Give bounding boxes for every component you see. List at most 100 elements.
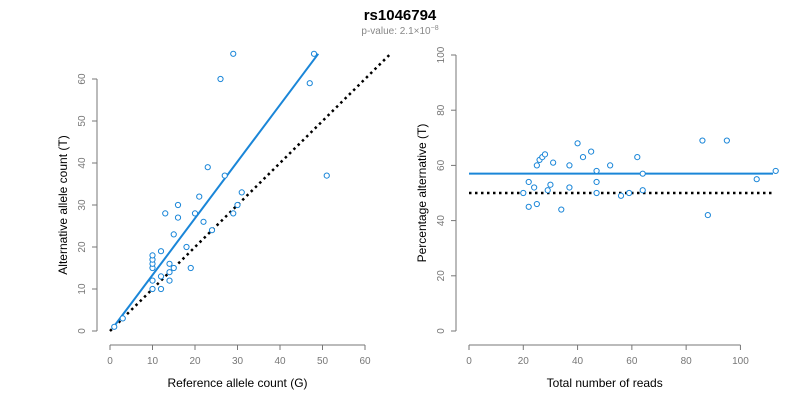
right-data-point bbox=[544, 187, 551, 194]
right-data-point bbox=[772, 167, 779, 175]
left-data-point bbox=[323, 172, 330, 179]
right-y-tick-label: 0 bbox=[436, 328, 447, 334]
left-x-tick-label: 40 bbox=[274, 356, 286, 367]
right-panel: 0 20 40 60 80 100 0 20 40 60 80 100 Total number of … bbox=[415, 46, 779, 390]
left-data-point bbox=[157, 273, 165, 280]
right-data-point bbox=[593, 178, 600, 186]
left-data-point bbox=[217, 75, 224, 83]
right-data-point bbox=[639, 170, 646, 177]
left-data-point bbox=[238, 189, 245, 196]
p-value-exponent: −8 bbox=[431, 25, 439, 32]
left-data-point bbox=[166, 260, 173, 267]
left-data-point bbox=[208, 227, 216, 234]
left-x-tick-label: 50 bbox=[317, 356, 329, 367]
right-data-point bbox=[541, 151, 549, 158]
left-data-point bbox=[187, 264, 194, 272]
left-data-point bbox=[183, 243, 190, 251]
right-x-tick-label: 60 bbox=[626, 356, 638, 367]
left-data-point bbox=[306, 80, 313, 87]
right-x-tick-label: 20 bbox=[518, 356, 530, 367]
right-data-point bbox=[593, 189, 600, 197]
right-x-tick-label: 0 bbox=[466, 356, 472, 367]
left-data-point bbox=[111, 323, 118, 330]
left-data-point bbox=[119, 315, 126, 322]
left-y-tick-label: 40 bbox=[77, 157, 88, 169]
right-data-point bbox=[593, 167, 600, 175]
left-y-tick-label: 50 bbox=[77, 115, 88, 127]
right-x-tick-label: 100 bbox=[732, 356, 749, 367]
right-data-point bbox=[704, 211, 711, 219]
left-data-point bbox=[204, 164, 211, 171]
left-data-point bbox=[166, 277, 173, 284]
chart-panels: 0 10 20 30 40 50 60 0 10 20 30 40 50 60 Reference alle… bbox=[56, 46, 779, 390]
right-data-point bbox=[699, 137, 706, 144]
left-y-tick-label: 30 bbox=[77, 199, 88, 211]
right-data-point bbox=[579, 154, 587, 161]
right-data-point bbox=[574, 140, 581, 147]
right-data-point bbox=[566, 162, 573, 169]
left-data-point bbox=[149, 252, 156, 259]
right-data-point bbox=[550, 159, 557, 166]
right-data-point bbox=[525, 178, 532, 186]
left-x-tick-label: 20 bbox=[189, 356, 201, 367]
right-y-tick-label: 80 bbox=[436, 104, 447, 116]
right-data-point bbox=[531, 184, 538, 191]
right-y-tick-label: 60 bbox=[436, 159, 447, 171]
left-y-tick-label: 10 bbox=[77, 283, 88, 295]
left-data-point bbox=[174, 201, 182, 209]
chart-title: rs1046794 bbox=[364, 7, 437, 24]
left-data-point bbox=[310, 50, 318, 57]
right-y-tick-label: 20 bbox=[436, 270, 447, 282]
right-data-point bbox=[558, 206, 565, 213]
left-data-point bbox=[191, 210, 199, 217]
left-data-point bbox=[162, 210, 169, 217]
left-data-point bbox=[157, 248, 165, 255]
left-data-point bbox=[221, 172, 228, 179]
left-data-point bbox=[196, 193, 203, 200]
right-data-point bbox=[634, 154, 641, 161]
left-fit-line bbox=[111, 53, 320, 330]
left-data-point bbox=[234, 201, 241, 209]
left-data-point bbox=[157, 285, 165, 293]
p-value-prefix: p-value: 2.1 bbox=[361, 26, 414, 37]
right-data-point bbox=[533, 162, 540, 169]
left-data-point bbox=[170, 264, 177, 272]
right-data-point bbox=[547, 181, 554, 188]
p-value-times: × bbox=[414, 26, 420, 37]
left-data-point bbox=[149, 285, 156, 293]
right-data-point bbox=[566, 184, 573, 191]
right-data-point bbox=[520, 189, 527, 197]
right-data-point bbox=[588, 148, 595, 155]
right-data-point bbox=[533, 200, 540, 208]
left-data-point bbox=[200, 218, 207, 225]
right-x-tick-label: 40 bbox=[572, 356, 584, 367]
left-x-tick-label: 30 bbox=[232, 356, 244, 367]
left-panel: 0 10 20 30 40 50 60 0 10 20 30 40 50 60 Reference alle… bbox=[56, 50, 392, 390]
right-data-point bbox=[607, 162, 614, 169]
left-data-point bbox=[166, 269, 173, 276]
right-data-point bbox=[525, 203, 532, 210]
right-y-tick-label: 40 bbox=[436, 215, 447, 227]
left-x-tick-label: 0 bbox=[107, 356, 113, 367]
left-x-tick-label: 10 bbox=[147, 356, 159, 367]
left-data-point bbox=[149, 277, 156, 284]
left-data-point bbox=[174, 214, 182, 221]
left-data-point bbox=[170, 231, 177, 238]
right-data-point bbox=[753, 176, 760, 183]
p-value-subtitle: p-value: 2.1×10−8 bbox=[361, 25, 438, 37]
right-data-point bbox=[723, 137, 730, 144]
left-data-point bbox=[230, 210, 237, 217]
left-x-tick-label: 60 bbox=[359, 356, 371, 367]
right-y-tick-label: 100 bbox=[436, 46, 447, 63]
left-x-axis-label: Reference allele count (G) bbox=[167, 376, 307, 390]
left-y-tick-label: 20 bbox=[77, 241, 88, 253]
left-y-tick-label: 0 bbox=[77, 328, 88, 334]
right-data-point bbox=[639, 187, 646, 194]
right-y-axis-label: Percentage alternative (T) bbox=[415, 124, 429, 263]
right-data-point bbox=[617, 192, 625, 199]
p-value-base: 10 bbox=[420, 26, 432, 37]
left-data-point bbox=[230, 50, 237, 57]
right-x-tick-label: 80 bbox=[681, 356, 693, 367]
